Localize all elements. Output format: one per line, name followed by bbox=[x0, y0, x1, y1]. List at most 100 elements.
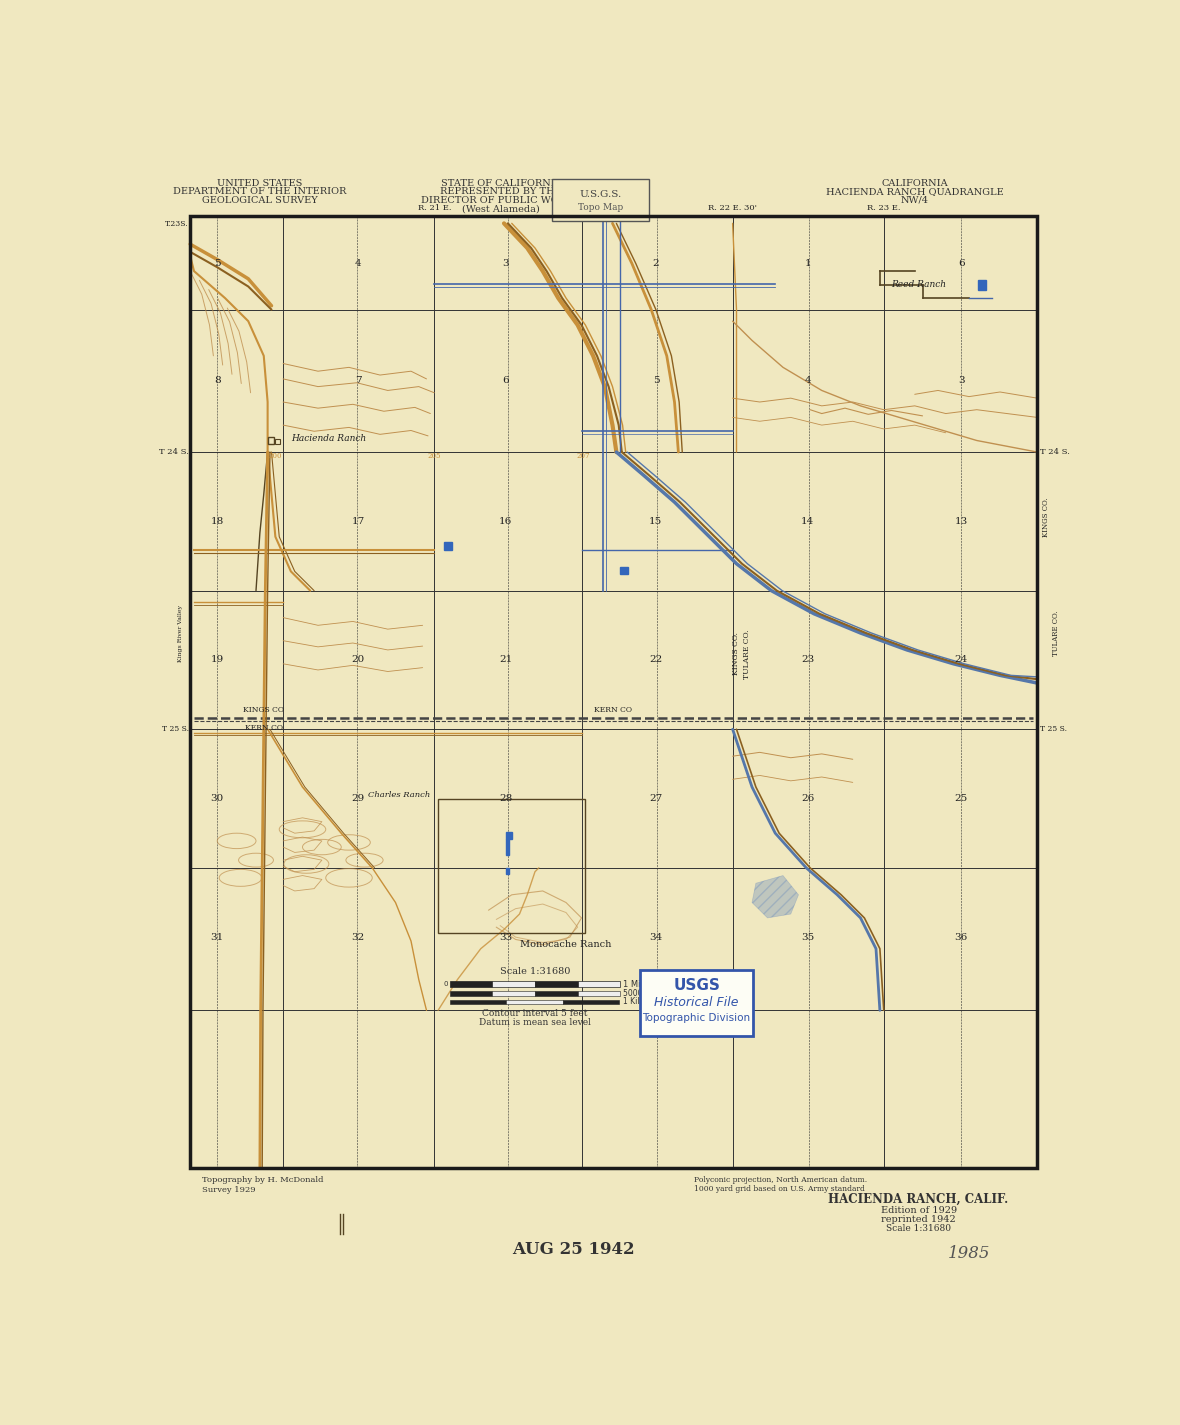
Text: Edition of 1929: Edition of 1929 bbox=[880, 1206, 957, 1216]
Text: Historical File: Historical File bbox=[655, 996, 739, 1009]
Text: 0: 0 bbox=[444, 982, 448, 988]
Text: Scale 1:31680: Scale 1:31680 bbox=[500, 968, 570, 976]
Text: R. 23 E.: R. 23 E. bbox=[867, 204, 900, 212]
Text: 33: 33 bbox=[499, 932, 512, 942]
Text: 1985: 1985 bbox=[948, 1245, 990, 1263]
Text: 4: 4 bbox=[805, 376, 811, 385]
Text: GEOLOGICAL SURVEY: GEOLOGICAL SURVEY bbox=[202, 195, 317, 205]
Text: 200: 200 bbox=[269, 452, 282, 460]
Text: CALIFORNIA: CALIFORNIA bbox=[881, 178, 948, 188]
Text: 20: 20 bbox=[352, 656, 365, 664]
Text: Topo Map: Topo Map bbox=[578, 204, 623, 212]
Text: KERN CO: KERN CO bbox=[244, 724, 283, 732]
Text: KINGS CO.: KINGS CO. bbox=[733, 633, 741, 675]
Text: 7: 7 bbox=[355, 376, 361, 385]
Text: 205: 205 bbox=[427, 452, 441, 460]
Text: 36: 36 bbox=[955, 932, 968, 942]
Bar bbox=[578, 980, 621, 988]
Text: R. 21 E.: R. 21 E. bbox=[418, 204, 451, 212]
Text: 21: 21 bbox=[499, 656, 512, 664]
Text: 5000 Feet: 5000 Feet bbox=[623, 989, 661, 997]
Text: 32: 32 bbox=[352, 932, 365, 942]
Text: Contour interval 5 feet: Contour interval 5 feet bbox=[483, 1009, 588, 1017]
Bar bbox=[190, 215, 1037, 1168]
Text: Scale 1:31680: Scale 1:31680 bbox=[886, 1224, 951, 1234]
Text: R. 22 E. 30': R. 22 E. 30' bbox=[708, 204, 758, 212]
Text: Datum is mean sea level: Datum is mean sea level bbox=[479, 1017, 591, 1027]
Text: KERN CO: KERN CO bbox=[594, 705, 631, 714]
Text: Polyconic projection, North American datum.: Polyconic projection, North American dat… bbox=[694, 1176, 867, 1184]
Text: 28: 28 bbox=[499, 794, 512, 804]
Bar bbox=[450, 999, 506, 1005]
Text: DIRECTOR OF PUBLIC WORKS: DIRECTOR OF PUBLIC WORKS bbox=[421, 195, 581, 205]
Text: T 25 S.: T 25 S. bbox=[162, 725, 189, 734]
Bar bbox=[438, 798, 585, 933]
Text: 22: 22 bbox=[649, 656, 662, 664]
Text: DEPARTMENT OF THE INTERIOR: DEPARTMENT OF THE INTERIOR bbox=[173, 187, 347, 197]
Text: 24: 24 bbox=[955, 656, 968, 664]
Text: 13: 13 bbox=[955, 517, 968, 526]
Bar bbox=[445, 542, 452, 550]
Bar bbox=[578, 990, 621, 996]
Bar bbox=[492, 980, 535, 988]
Bar bbox=[275, 439, 280, 443]
Text: 5: 5 bbox=[653, 376, 660, 385]
Bar bbox=[190, 215, 1037, 1168]
Text: 1000 yard grid based on U.S. Army standard: 1000 yard grid based on U.S. Army standa… bbox=[694, 1186, 865, 1193]
Text: 1: 1 bbox=[805, 259, 811, 268]
Text: HACIENDA RANCH QUADRANGLE: HACIENDA RANCH QUADRANGLE bbox=[826, 187, 1004, 197]
Text: KINGS CO.: KINGS CO. bbox=[1042, 497, 1050, 537]
Text: 4: 4 bbox=[355, 259, 361, 268]
Bar bbox=[621, 567, 628, 574]
Text: 3: 3 bbox=[503, 259, 509, 268]
Text: 3: 3 bbox=[958, 376, 964, 385]
Text: 29: 29 bbox=[352, 794, 365, 804]
Bar bbox=[450, 990, 492, 996]
Bar bbox=[505, 868, 509, 874]
Text: 34: 34 bbox=[649, 932, 662, 942]
Text: Hacienda Ranch: Hacienda Ranch bbox=[291, 435, 366, 443]
Text: 35: 35 bbox=[801, 932, 814, 942]
Text: Monocache Ranch: Monocache Ranch bbox=[520, 940, 611, 949]
Bar bbox=[563, 999, 620, 1005]
Text: HACIENDA RANCH, CALIF.: HACIENDA RANCH, CALIF. bbox=[828, 1193, 1009, 1206]
Text: 16: 16 bbox=[499, 517, 512, 526]
Text: UNITED STATES: UNITED STATES bbox=[217, 178, 302, 188]
Text: 2: 2 bbox=[653, 259, 660, 268]
Bar bbox=[268, 437, 274, 443]
Text: AUG 25 1942: AUG 25 1942 bbox=[512, 1241, 635, 1257]
Bar bbox=[450, 980, 492, 988]
Bar bbox=[492, 990, 535, 996]
Text: 17: 17 bbox=[352, 517, 365, 526]
Text: NW/4: NW/4 bbox=[900, 195, 929, 205]
Text: Topography by H. McDonald: Topography by H. McDonald bbox=[202, 1176, 323, 1184]
Text: Charles Ranch: Charles Ranch bbox=[368, 791, 431, 798]
Text: 14: 14 bbox=[801, 517, 814, 526]
Text: 23: 23 bbox=[801, 656, 814, 664]
Bar bbox=[535, 990, 578, 996]
Text: 1 Kilometre: 1 Kilometre bbox=[623, 997, 667, 1006]
Text: (West Alameda): (West Alameda) bbox=[463, 204, 539, 214]
Text: 15: 15 bbox=[649, 517, 662, 526]
Text: T 24 S.: T 24 S. bbox=[158, 447, 189, 456]
Bar bbox=[978, 281, 986, 289]
Text: USGS: USGS bbox=[673, 978, 720, 993]
Text: Kings River Valley: Kings River Valley bbox=[178, 604, 183, 661]
Text: 19: 19 bbox=[210, 656, 224, 664]
Text: 1 Mile: 1 Mile bbox=[623, 979, 648, 989]
Text: 26: 26 bbox=[801, 794, 814, 804]
Text: 27: 27 bbox=[649, 794, 662, 804]
Text: U.S.G.S.: U.S.G.S. bbox=[579, 190, 622, 198]
Text: Topographic Division: Topographic Division bbox=[643, 1013, 750, 1023]
Text: 25: 25 bbox=[955, 794, 968, 804]
Text: TULARE CO.: TULARE CO. bbox=[1051, 610, 1060, 656]
Bar bbox=[505, 839, 509, 855]
Text: 5: 5 bbox=[214, 259, 221, 268]
Text: 6: 6 bbox=[958, 259, 964, 268]
Text: STATE OF CALIFORNIA: STATE OF CALIFORNIA bbox=[440, 178, 562, 188]
Text: Survey 1929: Survey 1929 bbox=[202, 1186, 255, 1194]
Text: T.23S.: T.23S. bbox=[165, 219, 189, 228]
Bar bbox=[641, 970, 753, 1036]
Text: 6: 6 bbox=[503, 376, 509, 385]
Bar bbox=[552, 178, 649, 221]
